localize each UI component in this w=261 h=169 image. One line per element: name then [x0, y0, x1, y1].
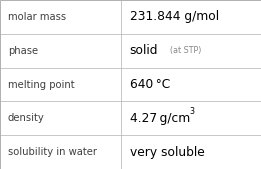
- Text: melting point: melting point: [8, 79, 74, 90]
- Text: phase: phase: [8, 46, 38, 56]
- Text: 231.844 g/mol: 231.844 g/mol: [130, 10, 219, 23]
- Text: 3: 3: [189, 107, 194, 116]
- Text: very soluble: very soluble: [130, 146, 204, 159]
- Text: 640 °C: 640 °C: [130, 78, 170, 91]
- Text: (at STP): (at STP): [170, 46, 201, 55]
- Text: molar mass: molar mass: [8, 12, 66, 22]
- Text: 4.27 g/cm: 4.27 g/cm: [130, 112, 190, 125]
- Text: solid: solid: [130, 44, 158, 57]
- Text: density: density: [8, 113, 45, 123]
- Text: solubility in water: solubility in water: [8, 147, 97, 157]
